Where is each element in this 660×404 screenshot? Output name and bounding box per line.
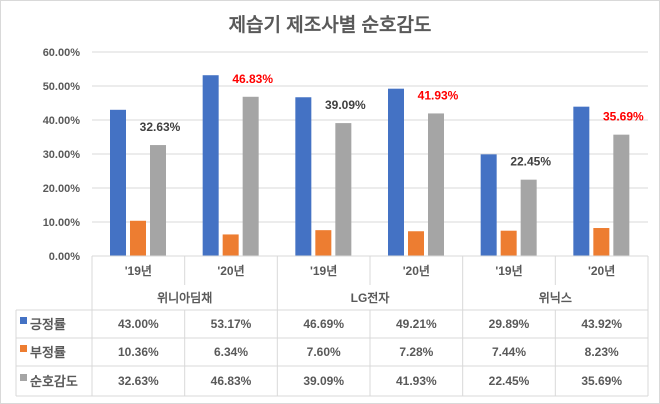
y-tick-label: 0.00%: [49, 251, 80, 263]
category-label: '19년: [125, 264, 152, 278]
bar-긍정률: [110, 109, 126, 256]
data-label: 35.69%: [603, 110, 644, 124]
group-label: 위닉스: [539, 290, 572, 305]
y-tick-label: 40.00%: [43, 115, 81, 127]
group-label: 위니아딤채: [157, 290, 212, 305]
y-tick-label: 10.00%: [43, 217, 81, 229]
table-cell: 29.89%: [489, 317, 530, 331]
data-label: 41.93%: [418, 88, 459, 102]
bar-긍정률: [202, 75, 219, 256]
table-cell: 46.83%: [211, 374, 252, 388]
bar-부정률: [593, 228, 610, 256]
table-cell: 22.45%: [489, 374, 530, 388]
category-label: '19년: [310, 264, 337, 278]
legend-key-부정률: [20, 345, 27, 352]
data-label: 46.83%: [232, 72, 273, 86]
legend-key-순호감도: [20, 374, 27, 381]
table-cell: 43.92%: [581, 317, 622, 331]
table-cell: 7.28%: [399, 345, 433, 359]
table-cell: 8.23%: [585, 345, 619, 359]
table-cell: 49.21%: [396, 317, 437, 331]
table-cell: 43.00%: [118, 317, 159, 331]
category-label: '19년: [495, 264, 522, 278]
table-cell: 53.17%: [211, 317, 252, 331]
y-tick-label: 50.00%: [43, 81, 81, 93]
bar-긍정률: [388, 88, 404, 256]
bar-부정률: [500, 230, 517, 256]
bar-긍정률: [295, 97, 312, 256]
bar-긍정률: [573, 106, 590, 256]
y-tick-label: 60.00%: [43, 47, 81, 59]
data-label: 39.09%: [325, 98, 366, 112]
bar-부정률: [222, 234, 239, 256]
table-cell: 7.44%: [492, 345, 526, 359]
table-cell: 6.34%: [214, 345, 248, 359]
bar-순호감도: [242, 96, 259, 256]
legend-label: 순호감도: [30, 374, 78, 389]
legend-key-긍정률: [20, 317, 27, 324]
legend-label: 부정률: [30, 345, 66, 360]
category-label: '20년: [403, 264, 430, 278]
table-cell: 46.69%: [303, 317, 344, 331]
table-cell: 35.69%: [581, 374, 622, 388]
bar-순호감도: [428, 113, 444, 256]
bar-순호감도: [150, 145, 166, 256]
chart-title: 제습기 제조사별 순호감도: [228, 15, 432, 36]
bar-순호감도: [613, 134, 630, 256]
table-cell: 32.63%: [118, 374, 159, 388]
legend-label: 긍정률: [30, 317, 66, 332]
data-label: 22.45%: [510, 155, 551, 169]
bar-순호감도: [335, 123, 352, 257]
bar-부정률: [130, 220, 146, 256]
data-label: 32.63%: [140, 120, 181, 134]
y-tick-label: 20.00%: [43, 183, 81, 195]
bar-부정률: [315, 230, 332, 256]
table-cell: 7.60%: [307, 345, 341, 359]
bar-순호감도: [520, 179, 537, 256]
bar-부정률: [408, 231, 424, 256]
group-label: LG전자: [351, 290, 390, 305]
table-cell: 41.93%: [396, 374, 437, 388]
table-cell: 39.09%: [303, 374, 344, 388]
y-tick-label: 30.00%: [43, 149, 81, 161]
table-cell: 10.36%: [118, 345, 159, 359]
category-label: '20년: [588, 264, 615, 278]
category-label: '20년: [217, 264, 244, 278]
bar-긍정률: [480, 154, 497, 256]
